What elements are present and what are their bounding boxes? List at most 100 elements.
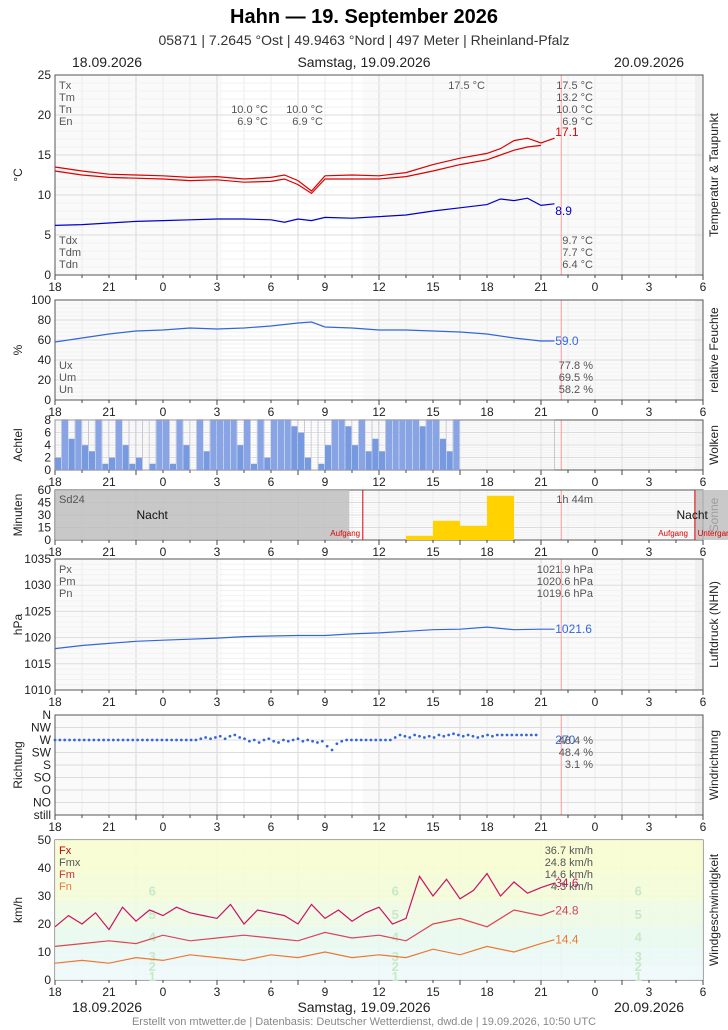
cloud-range	[54, 419, 555, 471]
humidity-ytick-label: 20	[38, 373, 52, 387]
sun-panel: 0153045601821036912151821036MinutenSonne…	[11, 483, 728, 559]
footer-credits: Erstellt von mtwetter.de | Datenbasis: D…	[131, 1016, 597, 1028]
sun-xtick-label: 6	[268, 545, 275, 559]
winddir-ytick-label: SW	[32, 746, 52, 760]
wind-series-1	[54, 909, 555, 947]
sun-xtick-label: 12	[372, 545, 386, 559]
date-left-bottom: 18.09.2026	[72, 999, 143, 1015]
wind-ytick-label: 20	[38, 917, 52, 931]
wind-direction-point	[320, 739, 324, 743]
beaufort-band	[55, 966, 703, 980]
cloud-bar	[88, 451, 95, 470]
temp-series-2	[54, 197, 555, 226]
wind-ytick-label: 50	[38, 833, 52, 847]
humidity-xtick-label: 18	[48, 405, 62, 419]
wind-direction-point	[92, 738, 96, 742]
sun-duration: 1h 44m	[556, 494, 593, 506]
clouds-ytick-label: 4	[44, 438, 51, 452]
pressure-night-zone	[694, 559, 703, 690]
temp-stat-top-value: 6.9 °C	[292, 116, 323, 128]
wind-direction-point	[306, 738, 310, 742]
wind-direction-point	[58, 738, 62, 742]
pressure-side-label: Luftdruck (NHN)	[707, 581, 721, 668]
wind-ytick-label: 30	[38, 889, 52, 903]
winddir-xtick-label: 6	[268, 820, 275, 834]
pressure-end-label: 1021.6	[555, 622, 592, 636]
pressure-stat-name: Pn	[59, 588, 72, 600]
winddir-xtick-label: 9	[322, 820, 329, 834]
wind-direction-point	[267, 737, 271, 741]
temp-stat-top-name: Tx	[59, 80, 72, 92]
wind-direction-point	[170, 738, 174, 742]
cloud-bar	[129, 463, 136, 470]
wind-direction-point	[199, 737, 203, 741]
cloud-bar	[136, 457, 143, 470]
wind-direction-point	[150, 738, 154, 742]
temp-ytick-label: 15	[38, 148, 52, 162]
humidity-stat-value: 58.2 %	[559, 384, 593, 396]
clouds-xtick-label: 21	[534, 475, 548, 489]
cloud-bar	[203, 451, 210, 470]
temp-xtick-label: 0	[160, 280, 167, 294]
sun-ytick-label: 15	[38, 521, 52, 535]
winddir-xtick-label: 18	[48, 820, 62, 834]
wind-direction-point	[311, 739, 314, 743]
humidity-stat-value: 77.8 %	[559, 360, 593, 372]
humidity-xtick-label: 6	[700, 405, 707, 419]
winddir-xtick-label: 6	[700, 820, 707, 834]
temp-xtick-label: 9	[322, 280, 329, 294]
sun-ytick-label: 45	[38, 496, 52, 510]
cloud-bar	[169, 463, 176, 470]
winddir-xtick-label: 3	[214, 820, 221, 834]
pressure-xtick-label: 18	[480, 695, 494, 709]
winddir-xtick-label: 0	[592, 820, 599, 834]
winddir-side-label: Windrichtung	[707, 730, 721, 800]
temp-xtick-label: 6	[268, 280, 275, 294]
winddir-ytick-label: NO	[33, 796, 51, 810]
cloud-bar	[372, 438, 379, 470]
wind-ytick-label: 40	[38, 861, 52, 875]
temp-stat-top-value: 10.0 °C	[231, 104, 268, 116]
wind-direction-point	[145, 738, 149, 742]
beaufort-label: 1	[149, 969, 156, 984]
clouds-ylabel: Achtel	[11, 428, 25, 461]
humidity-night-zone	[694, 300, 703, 400]
temp-xtick-label: 21	[102, 280, 116, 294]
wind-xtick-label: 3	[214, 985, 221, 999]
wind-direction-point	[63, 738, 67, 742]
cloud-bar	[217, 420, 224, 470]
pressure-stat-value: 1021.9 hPa	[537, 564, 594, 576]
temp-end-label: 17.1	[555, 125, 579, 139]
winddir-stat-value: 3.1 %	[565, 759, 593, 771]
winddir-stat-value: 48.4 %	[559, 735, 593, 747]
wind-direction-point	[107, 738, 110, 742]
temp-stat-top-value: 13.2 °C	[556, 92, 593, 104]
wind-direction-point	[248, 739, 251, 743]
wind-direction-point	[155, 738, 159, 742]
wind-direction-point	[495, 733, 499, 737]
wind-direction-point	[165, 738, 169, 742]
wind-xtick-label: 12	[372, 985, 386, 999]
pressure-ytick-label: 1025	[24, 604, 51, 618]
pressure-xtick-label: 0	[592, 695, 599, 709]
winddir-ylabel: Richtung	[11, 741, 25, 788]
wind-direction-point	[316, 741, 319, 744]
temp-series-0	[54, 137, 555, 192]
beaufort-label: 2	[149, 959, 156, 974]
wind-direction-point	[136, 738, 140, 742]
wind-stat-value: 36.7 km/h	[545, 845, 593, 857]
wind-stat-name: Fmx	[59, 857, 81, 869]
wind-xtick-label: 18	[480, 985, 494, 999]
date-center-bottom: Samstag, 19.09.2026	[297, 999, 431, 1015]
pressure-ytick-label: 1010	[24, 683, 51, 697]
wind-direction-point	[73, 738, 76, 742]
cloud-bar	[399, 420, 406, 470]
cloud-bar	[446, 451, 453, 470]
sun-xtick-label: 21	[534, 545, 548, 559]
page-title: Hahn — 19. September 2026	[230, 6, 498, 28]
humidity-xtick-label: 12	[372, 405, 386, 419]
wind-direction-point	[345, 738, 348, 742]
pressure-series-0	[54, 626, 555, 650]
